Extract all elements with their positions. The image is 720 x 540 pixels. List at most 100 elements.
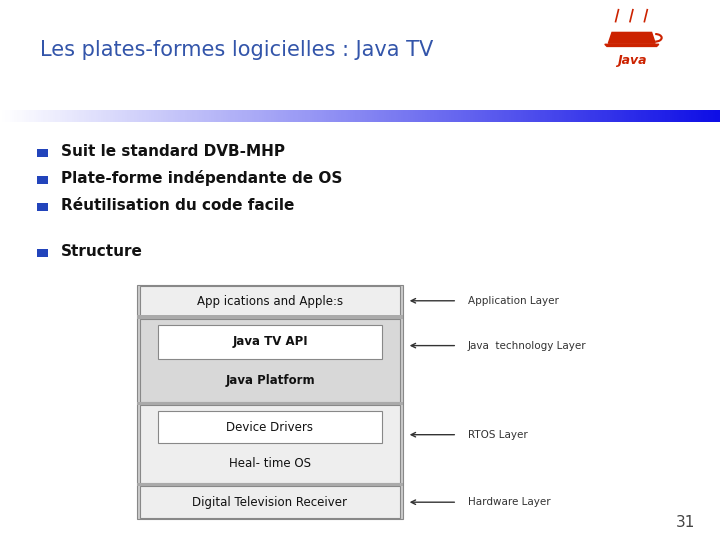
Bar: [297, 110, 302, 122]
Bar: [7, 110, 11, 122]
Bar: [173, 110, 176, 122]
Bar: [140, 319, 400, 402]
Bar: [261, 110, 266, 122]
Bar: [485, 110, 489, 122]
Bar: [670, 110, 673, 122]
Bar: [715, 110, 719, 122]
Bar: [185, 110, 189, 122]
Bar: [72, 110, 76, 122]
Bar: [531, 110, 534, 122]
Bar: [60, 110, 64, 122]
Bar: [621, 110, 626, 122]
Bar: [578, 110, 582, 122]
Bar: [360, 110, 364, 122]
Bar: [115, 110, 119, 122]
Bar: [228, 110, 232, 122]
Bar: [624, 110, 628, 122]
Bar: [29, 110, 32, 122]
Bar: [629, 110, 633, 122]
Bar: [333, 110, 338, 122]
Bar: [499, 110, 503, 122]
Bar: [657, 110, 662, 122]
Bar: [701, 110, 705, 122]
Text: Heal- time OS: Heal- time OS: [229, 456, 311, 470]
Bar: [610, 110, 613, 122]
Bar: [106, 110, 109, 122]
Text: Application Layer: Application Layer: [468, 296, 559, 306]
Bar: [490, 110, 493, 122]
Bar: [137, 285, 403, 519]
Bar: [55, 110, 59, 122]
Bar: [691, 110, 695, 122]
Bar: [648, 110, 652, 122]
Bar: [401, 110, 405, 122]
Bar: [161, 110, 165, 122]
Bar: [706, 110, 709, 122]
Bar: [650, 110, 654, 122]
Bar: [538, 110, 541, 122]
Bar: [430, 110, 433, 122]
Bar: [127, 110, 131, 122]
Bar: [425, 110, 428, 122]
Bar: [240, 110, 244, 122]
Text: Hardware Layer: Hardware Layer: [468, 497, 551, 507]
Bar: [492, 110, 496, 122]
Bar: [698, 110, 702, 122]
Bar: [686, 110, 690, 122]
Bar: [27, 110, 30, 122]
Bar: [595, 110, 599, 122]
Bar: [451, 110, 455, 122]
Bar: [526, 110, 529, 122]
Bar: [506, 110, 510, 122]
Bar: [89, 110, 93, 122]
Bar: [367, 110, 371, 122]
Bar: [146, 110, 150, 122]
Bar: [598, 110, 601, 122]
Bar: [276, 110, 280, 122]
Bar: [279, 110, 282, 122]
Bar: [480, 110, 484, 122]
Bar: [171, 110, 174, 122]
Bar: [415, 110, 419, 122]
Bar: [38, 110, 42, 122]
Bar: [50, 110, 54, 122]
Bar: [439, 110, 443, 122]
Bar: [660, 110, 664, 122]
Bar: [355, 110, 359, 122]
Bar: [603, 110, 606, 122]
Bar: [202, 110, 205, 122]
Bar: [288, 110, 292, 122]
Bar: [283, 110, 287, 122]
Bar: [67, 110, 71, 122]
Bar: [420, 110, 424, 122]
Bar: [324, 110, 328, 122]
Bar: [679, 110, 683, 122]
Bar: [63, 110, 66, 122]
Text: Structure: Structure: [61, 244, 143, 259]
Bar: [94, 110, 97, 122]
Bar: [103, 110, 107, 122]
Bar: [250, 110, 253, 122]
Bar: [554, 110, 558, 122]
Bar: [461, 110, 464, 122]
Bar: [22, 110, 25, 122]
Bar: [463, 110, 467, 122]
Bar: [290, 110, 294, 122]
Text: Device Drivers: Device Drivers: [227, 421, 313, 434]
Text: Digital Television Receiver: Digital Television Receiver: [192, 496, 348, 509]
Bar: [9, 110, 14, 122]
Bar: [646, 110, 649, 122]
Bar: [585, 110, 590, 122]
Bar: [346, 110, 349, 122]
Bar: [521, 110, 525, 122]
Bar: [667, 110, 671, 122]
Bar: [158, 110, 162, 122]
Bar: [338, 110, 342, 122]
Bar: [96, 110, 100, 122]
Bar: [574, 110, 577, 122]
Bar: [662, 110, 666, 122]
Bar: [211, 110, 215, 122]
Bar: [523, 110, 527, 122]
Bar: [626, 110, 630, 122]
Bar: [576, 110, 580, 122]
